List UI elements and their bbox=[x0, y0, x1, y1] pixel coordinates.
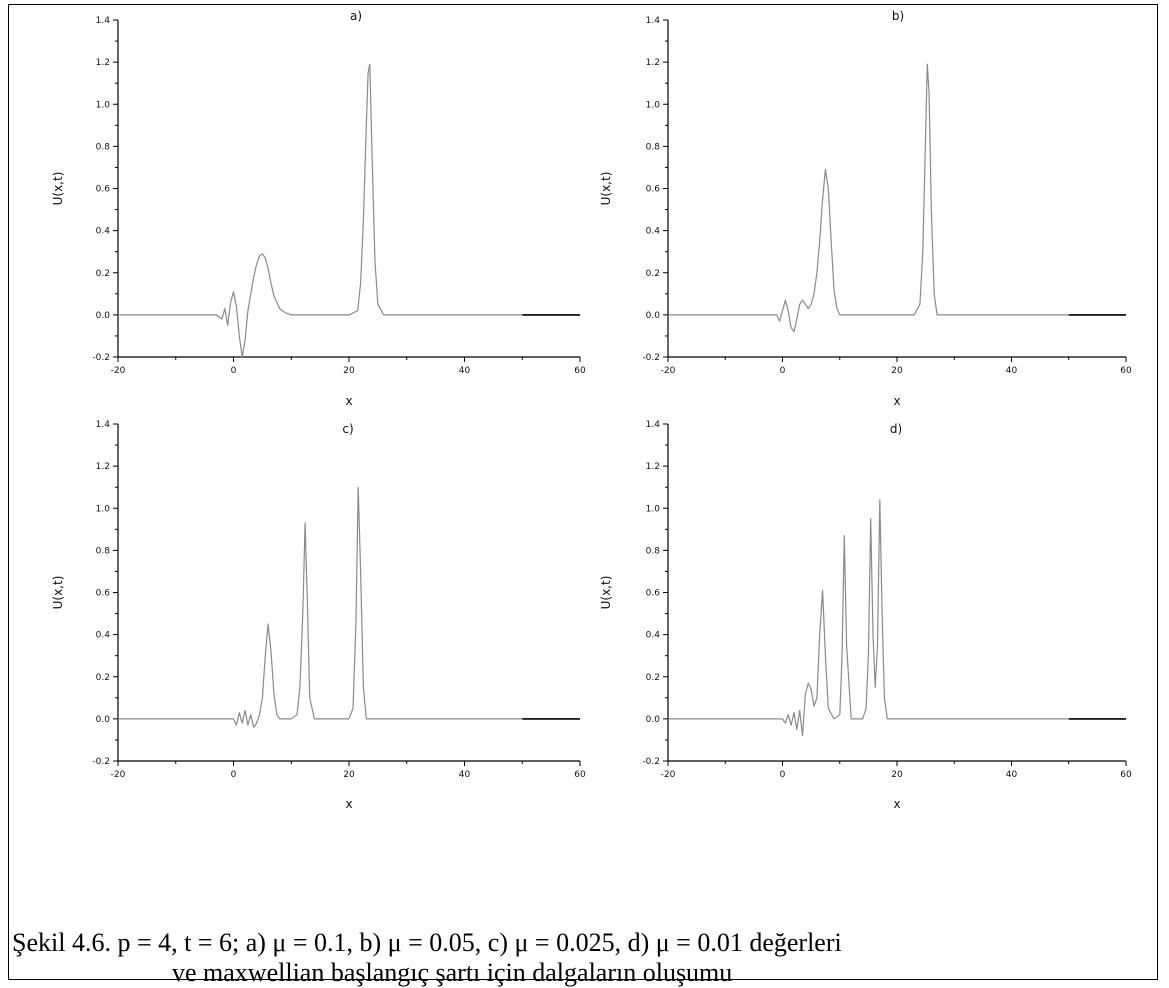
y-tick-label: 0.6 bbox=[96, 589, 111, 599]
y-tick-label: 1.0 bbox=[646, 504, 661, 514]
y-axis-label: U(x,t) bbox=[599, 576, 613, 610]
y-tick-label: 0.8 bbox=[646, 142, 661, 152]
y-tick-label: 1.0 bbox=[96, 504, 111, 514]
y-tick-label: 1.2 bbox=[646, 462, 660, 472]
x-tick-label: 20 bbox=[343, 366, 355, 376]
y-axis-label: U(x,t) bbox=[51, 576, 65, 610]
y-tick-label: 1.2 bbox=[96, 58, 110, 68]
y-tick-label: 0.4 bbox=[646, 227, 661, 237]
chart-panel-c: -0.2 0.0 0.2 0.4 0.6 0.8 1.0 1.2 1.4 -20 0 20 40 60 x U… bbox=[51, 420, 586, 811]
panel-title: a) bbox=[350, 9, 362, 23]
y-tick-label: 1.4 bbox=[96, 420, 111, 430]
y-tick-label: 1.4 bbox=[646, 16, 661, 26]
x-tick-label: 0 bbox=[231, 366, 237, 376]
y-tick-label: 1.0 bbox=[646, 100, 661, 110]
series-line-wave bbox=[118, 63, 523, 358]
x-tick-label: 40 bbox=[1006, 366, 1018, 376]
x-axis-label: x bbox=[893, 394, 900, 408]
x-tick-label: 0 bbox=[231, 770, 237, 780]
x-tick-label: 60 bbox=[1120, 366, 1132, 376]
x-axis-label: x bbox=[345, 797, 352, 811]
x-tick-label: 40 bbox=[459, 770, 471, 780]
figure-frame bbox=[8, 4, 1158, 980]
y-tick-label: 0.0 bbox=[96, 715, 111, 725]
y-tick-label: 1.2 bbox=[646, 58, 660, 68]
y-tick-label: 1.2 bbox=[96, 462, 110, 472]
x-tick-label: -20 bbox=[111, 366, 126, 376]
y-tick-label: 0.0 bbox=[646, 311, 661, 321]
x-tick-label: 0 bbox=[780, 770, 786, 780]
x-tick-label: -20 bbox=[661, 366, 676, 376]
y-tick-label: -0.2 bbox=[642, 353, 660, 363]
x-tick-label: 40 bbox=[1006, 770, 1018, 780]
y-tick-label: 0.0 bbox=[96, 311, 111, 321]
caption-line-1: Şekil 4.6. p = 4, t = 6; a) μ = 0.1, b) … bbox=[12, 928, 842, 957]
x-tick-label: -20 bbox=[661, 770, 676, 780]
y-tick-label: -0.2 bbox=[92, 757, 110, 767]
x-tick-label: 60 bbox=[1120, 770, 1132, 780]
y-tick-label: 0.0 bbox=[646, 715, 661, 725]
x-tick-label: 20 bbox=[891, 770, 903, 780]
x-tick-label: 40 bbox=[459, 366, 471, 376]
x-tick-label: 20 bbox=[891, 366, 903, 376]
y-tick-label: 0.8 bbox=[96, 142, 111, 152]
y-tick-label: 0.2 bbox=[96, 673, 110, 683]
y-tick-label: 0.6 bbox=[646, 185, 661, 195]
y-tick-label: 0.2 bbox=[96, 269, 110, 279]
x-axis-label: x bbox=[893, 797, 900, 811]
series-line-wave bbox=[118, 486, 523, 728]
x-tick-label: 60 bbox=[574, 366, 586, 376]
x-tick-label: 20 bbox=[343, 770, 355, 780]
x-tick-label: 0 bbox=[780, 366, 786, 376]
x-axis-label: x bbox=[345, 394, 352, 408]
y-tick-label: 1.4 bbox=[96, 16, 111, 26]
panel-title: b) bbox=[892, 9, 904, 23]
x-tick-label: -20 bbox=[111, 770, 126, 780]
y-tick-label: 0.6 bbox=[646, 589, 661, 599]
y-tick-label: 0.6 bbox=[96, 185, 111, 195]
chart-panel-a: -0.2 0.0 0.2 0.4 0.6 0.8 1.0 1.2 1.4 -20 0 20 40 60 x U… bbox=[51, 9, 586, 408]
y-tick-label: 0.4 bbox=[646, 631, 661, 641]
chart-panel-d: -0.2 0.0 0.2 0.4 0.6 0.8 1.0 1.2 1.4 -20 0 20 40 60 x U… bbox=[599, 420, 1132, 811]
y-tick-label: 1.4 bbox=[646, 420, 661, 430]
y-axis-label: U(x,t) bbox=[599, 172, 613, 206]
y-tick-label: 0.8 bbox=[96, 546, 111, 556]
y-axis-label: U(x,t) bbox=[51, 172, 65, 206]
series-line-wave bbox=[668, 63, 1069, 333]
y-tick-label: 1.0 bbox=[96, 100, 111, 110]
y-tick-label: -0.2 bbox=[642, 757, 660, 767]
y-tick-label: 0.2 bbox=[646, 269, 660, 279]
y-tick-label: 0.8 bbox=[646, 546, 661, 556]
chart-panel-b: -0.2 0.0 0.2 0.4 0.6 0.8 1.0 1.2 1.4 -20 0 20 40 60 x U… bbox=[599, 9, 1132, 408]
y-tick-label: -0.2 bbox=[92, 353, 110, 363]
panel-title: c) bbox=[342, 422, 353, 436]
series-line-wave bbox=[668, 499, 1069, 737]
y-tick-label: 0.2 bbox=[646, 673, 660, 683]
y-tick-label: 0.4 bbox=[96, 227, 111, 237]
panel-title: d) bbox=[890, 422, 902, 436]
caption-line-2: ve maxwellian başlangıç şartı için dalga… bbox=[172, 958, 733, 987]
y-tick-label: 0.4 bbox=[96, 631, 111, 641]
x-tick-label: 60 bbox=[574, 770, 586, 780]
